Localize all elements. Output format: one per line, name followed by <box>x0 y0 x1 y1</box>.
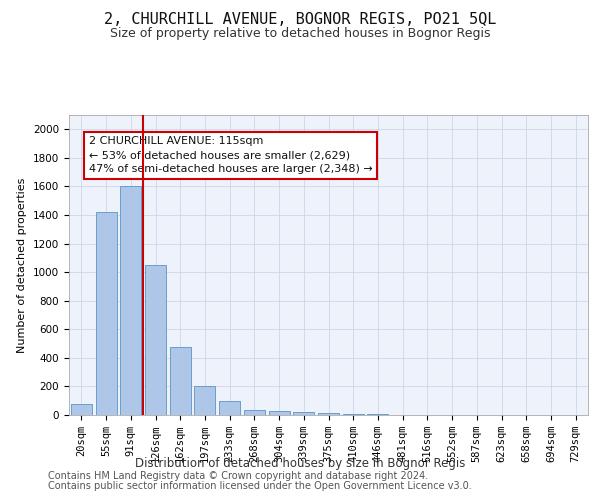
Bar <box>194 386 215 415</box>
Text: 2, CHURCHILL AVENUE, BOGNOR REGIS, PO21 5QL: 2, CHURCHILL AVENUE, BOGNOR REGIS, PO21 … <box>104 12 496 28</box>
Bar <box>219 400 240 415</box>
Bar <box>95 212 116 415</box>
Bar <box>145 265 166 415</box>
Bar <box>71 404 92 415</box>
Text: 2 CHURCHILL AVENUE: 115sqm
← 53% of detached houses are smaller (2,629)
47% of s: 2 CHURCHILL AVENUE: 115sqm ← 53% of deta… <box>89 136 373 174</box>
Y-axis label: Number of detached properties: Number of detached properties <box>17 178 28 352</box>
Bar <box>170 347 191 415</box>
Bar <box>318 413 339 415</box>
Text: Contains public sector information licensed under the Open Government Licence v3: Contains public sector information licen… <box>48 481 472 491</box>
Bar <box>120 186 141 415</box>
Bar <box>367 414 388 415</box>
Bar <box>244 410 265 415</box>
Bar <box>343 414 364 415</box>
Text: Size of property relative to detached houses in Bognor Regis: Size of property relative to detached ho… <box>110 28 490 40</box>
Text: Distribution of detached houses by size in Bognor Regis: Distribution of detached houses by size … <box>135 458 465 470</box>
Text: Contains HM Land Registry data © Crown copyright and database right 2024.: Contains HM Land Registry data © Crown c… <box>48 471 428 481</box>
Bar <box>269 412 290 415</box>
Bar <box>293 412 314 415</box>
